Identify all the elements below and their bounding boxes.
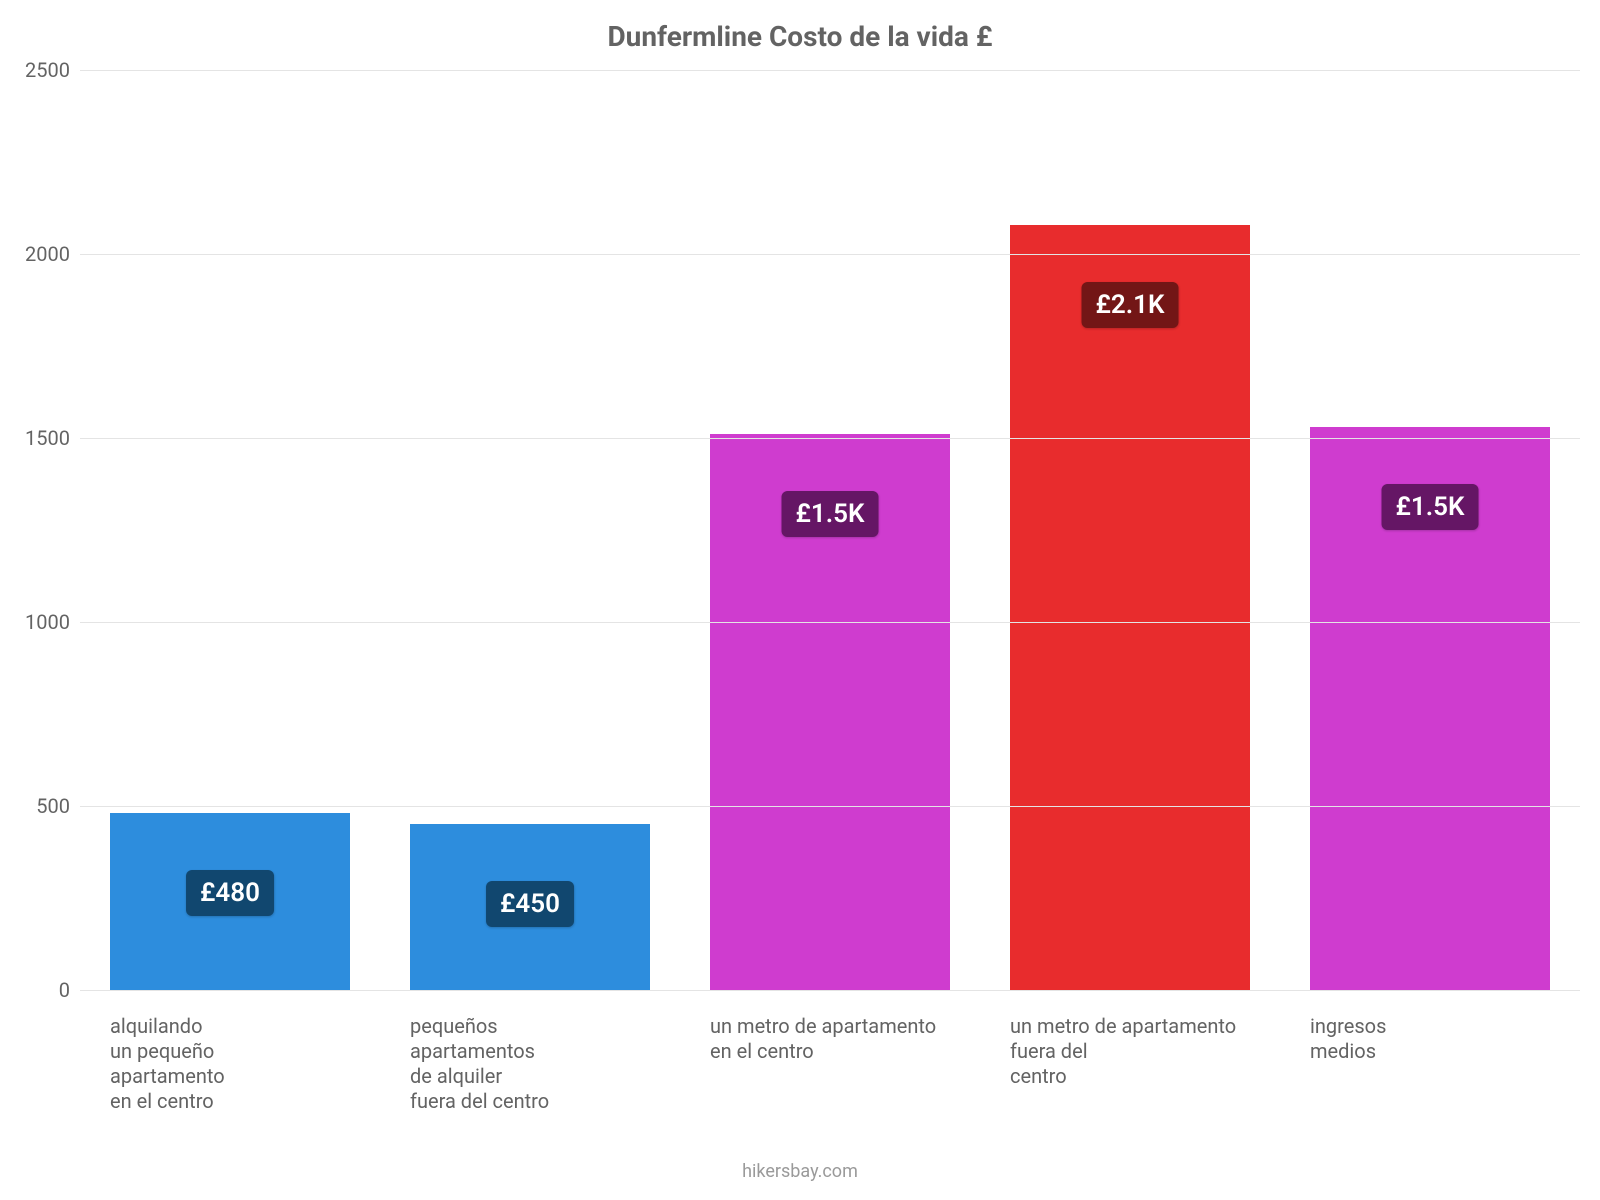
bar-value-label: £450	[486, 881, 574, 927]
attribution-text: hikersbay.com	[0, 1161, 1600, 1182]
y-tick-label: 2500	[25, 58, 80, 82]
y-tick-label: 1500	[25, 426, 80, 450]
grid-line	[80, 70, 1580, 71]
bar-value-label: £1.5K	[782, 491, 879, 537]
y-tick-label: 1000	[25, 610, 80, 634]
bar: £450	[410, 824, 650, 990]
bar: £480	[110, 813, 350, 990]
chart-title: Dunfermline Costo de la vida £	[0, 20, 1600, 53]
grid-line	[80, 990, 1580, 991]
bar-value-label: £1.5K	[1382, 484, 1479, 530]
bar: £2.1K	[1010, 225, 1250, 990]
x-tick-label: alquilando un pequeño apartamento en el …	[110, 1014, 410, 1114]
grid-line	[80, 254, 1580, 255]
grid-line	[80, 622, 1580, 623]
grid-line	[80, 806, 1580, 807]
bar-value-label: £2.1K	[1082, 282, 1179, 328]
y-tick-label: 500	[36, 794, 80, 818]
x-tick-label: un metro de apartamento en el centro	[710, 1014, 1010, 1064]
cost-of-living-chart: Dunfermline Costo de la vida £ £480£450£…	[0, 0, 1600, 1200]
x-tick-label: ingresos medios	[1310, 1014, 1600, 1064]
y-tick-label: 0	[59, 978, 80, 1002]
bar: £1.5K	[710, 434, 950, 990]
x-tick-label: un metro de apartamento fuera del centro	[1010, 1014, 1310, 1089]
bar-value-label: £480	[186, 870, 274, 916]
bar: £1.5K	[1310, 427, 1550, 990]
x-tick-label: pequeños apartamentos de alquiler fuera …	[410, 1014, 710, 1114]
y-tick-label: 2000	[25, 242, 80, 266]
grid-line	[80, 438, 1580, 439]
bars-layer: £480 £450 £1.5K £2.1K £1.5K	[80, 70, 1580, 990]
plot-area: £480£450£1.5K£2.1K£1.5K 0500100015002000…	[80, 70, 1580, 990]
